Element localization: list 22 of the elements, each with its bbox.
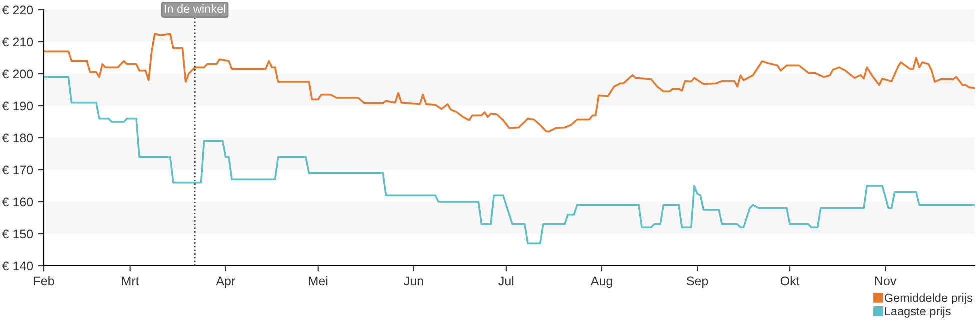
y-tick-label: € 170	[2, 166, 34, 175]
y-tick-label: € 150	[2, 230, 34, 239]
y-tick-label: € 160	[2, 198, 34, 207]
y-tick-label: € 200	[2, 70, 34, 79]
x-tick-label: Nov	[876, 276, 897, 286]
x-tick-label: Sep	[687, 276, 708, 288]
x-tick-label: Jun	[404, 276, 424, 286]
y-tick-label: € 180	[2, 134, 34, 143]
legend-label: Gemiddelde prijs	[884, 294, 972, 305]
y-tick-label: € 140	[2, 262, 34, 271]
x-tick-label: Apr	[216, 276, 236, 288]
x-tick-label: Feb	[34, 276, 54, 286]
y-tick-label: € 210	[2, 38, 34, 47]
x-tick-label: Jul	[498, 276, 514, 286]
ref-line-label: In de winkel	[164, 4, 226, 14]
y-tick-label: € 190	[2, 102, 34, 111]
legend-label: Laagste prijs	[885, 306, 951, 318]
y-tick-label: € 220	[2, 6, 34, 15]
x-tick-label: Mei	[309, 276, 328, 286]
x-tick-label: Aug	[590, 276, 612, 288]
x-tick-label: Mrt	[122, 276, 140, 286]
x-tick-label: Okt	[780, 276, 800, 286]
